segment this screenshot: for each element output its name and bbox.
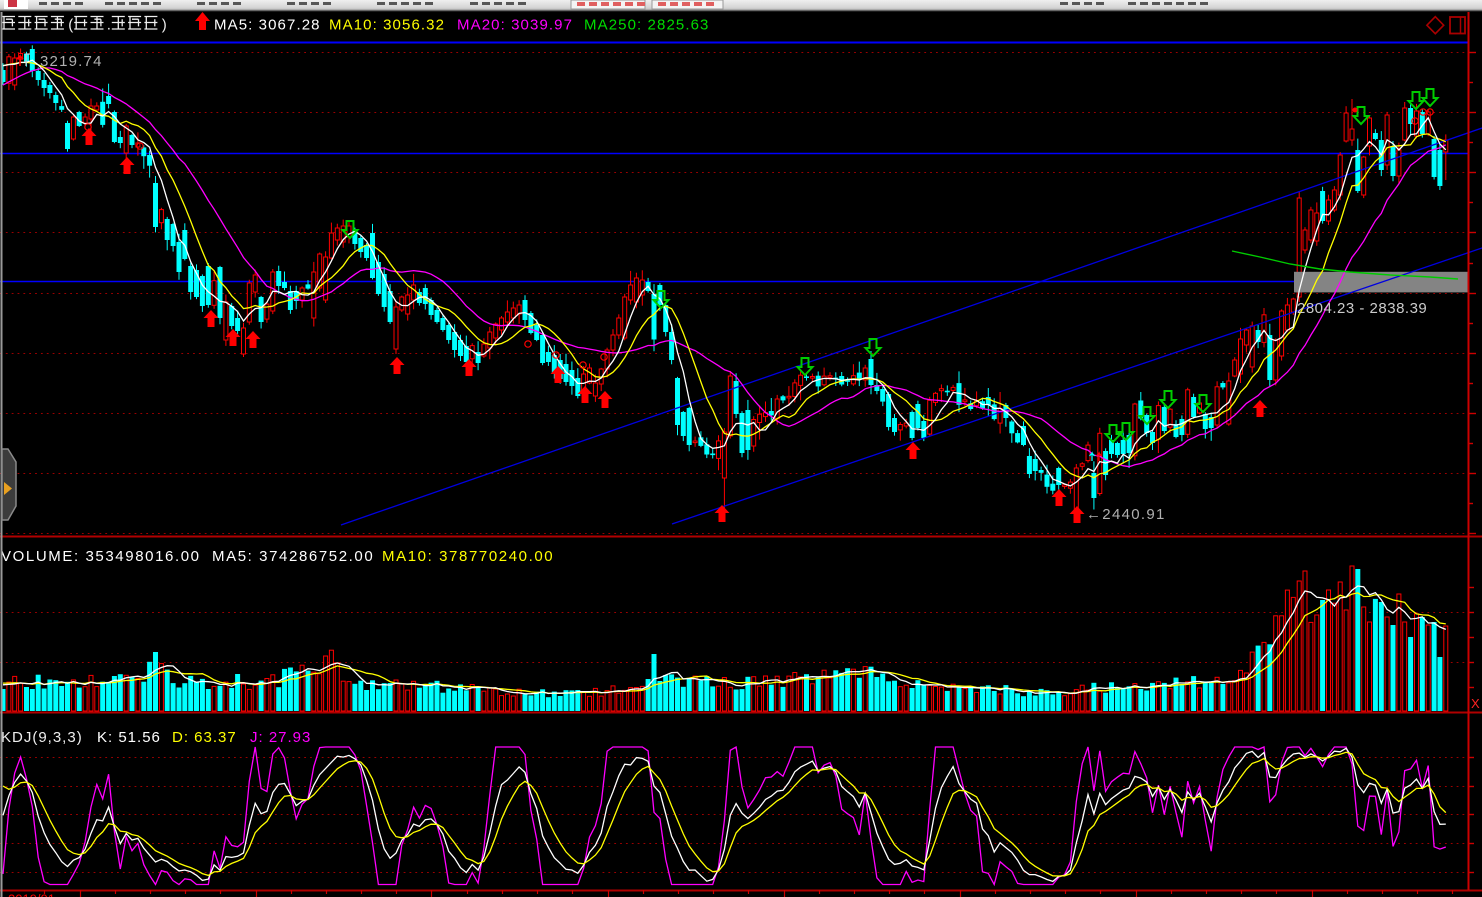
svg-text:VOLUME: 353498016.00: VOLUME: 353498016.00: [1, 548, 201, 565]
svg-text:MA5: 374286752.00: MA5: 374286752.00: [212, 548, 374, 565]
svg-text:X: X: [1471, 696, 1480, 711]
svg-text:KDJ(9,3,3): KDJ(9,3,3): [1, 729, 83, 746]
svg-text:MA250: 2825.63: MA250: 2825.63: [584, 17, 709, 34]
svg-text:MA10: 3056.32: MA10: 3056.32: [329, 17, 445, 34]
svg-text:D: 63.37: D: 63.37: [172, 729, 237, 746]
svg-text:←2440.91: ←2440.91: [1086, 506, 1166, 523]
svg-text:K: 51.56: K: 51.56: [97, 729, 161, 746]
svg-text:2019/01: 2019/01: [8, 892, 55, 897]
svg-text:(: (: [68, 17, 73, 34]
svg-text:MA5: 3067.28: MA5: 3067.28: [214, 17, 321, 34]
svg-text:MA20: 3039.97: MA20: 3039.97: [457, 17, 573, 34]
svg-text:J: 27.93: J: 27.93: [250, 729, 311, 746]
svg-text:MA10: 378770240.00: MA10: 378770240.00: [382, 548, 554, 565]
svg-text:): ): [162, 17, 167, 34]
svg-text:2804.23 - 2838.39: 2804.23 - 2838.39: [1297, 300, 1427, 317]
svg-text:.: .: [107, 17, 111, 34]
svg-text:3219.74: 3219.74: [40, 53, 103, 70]
